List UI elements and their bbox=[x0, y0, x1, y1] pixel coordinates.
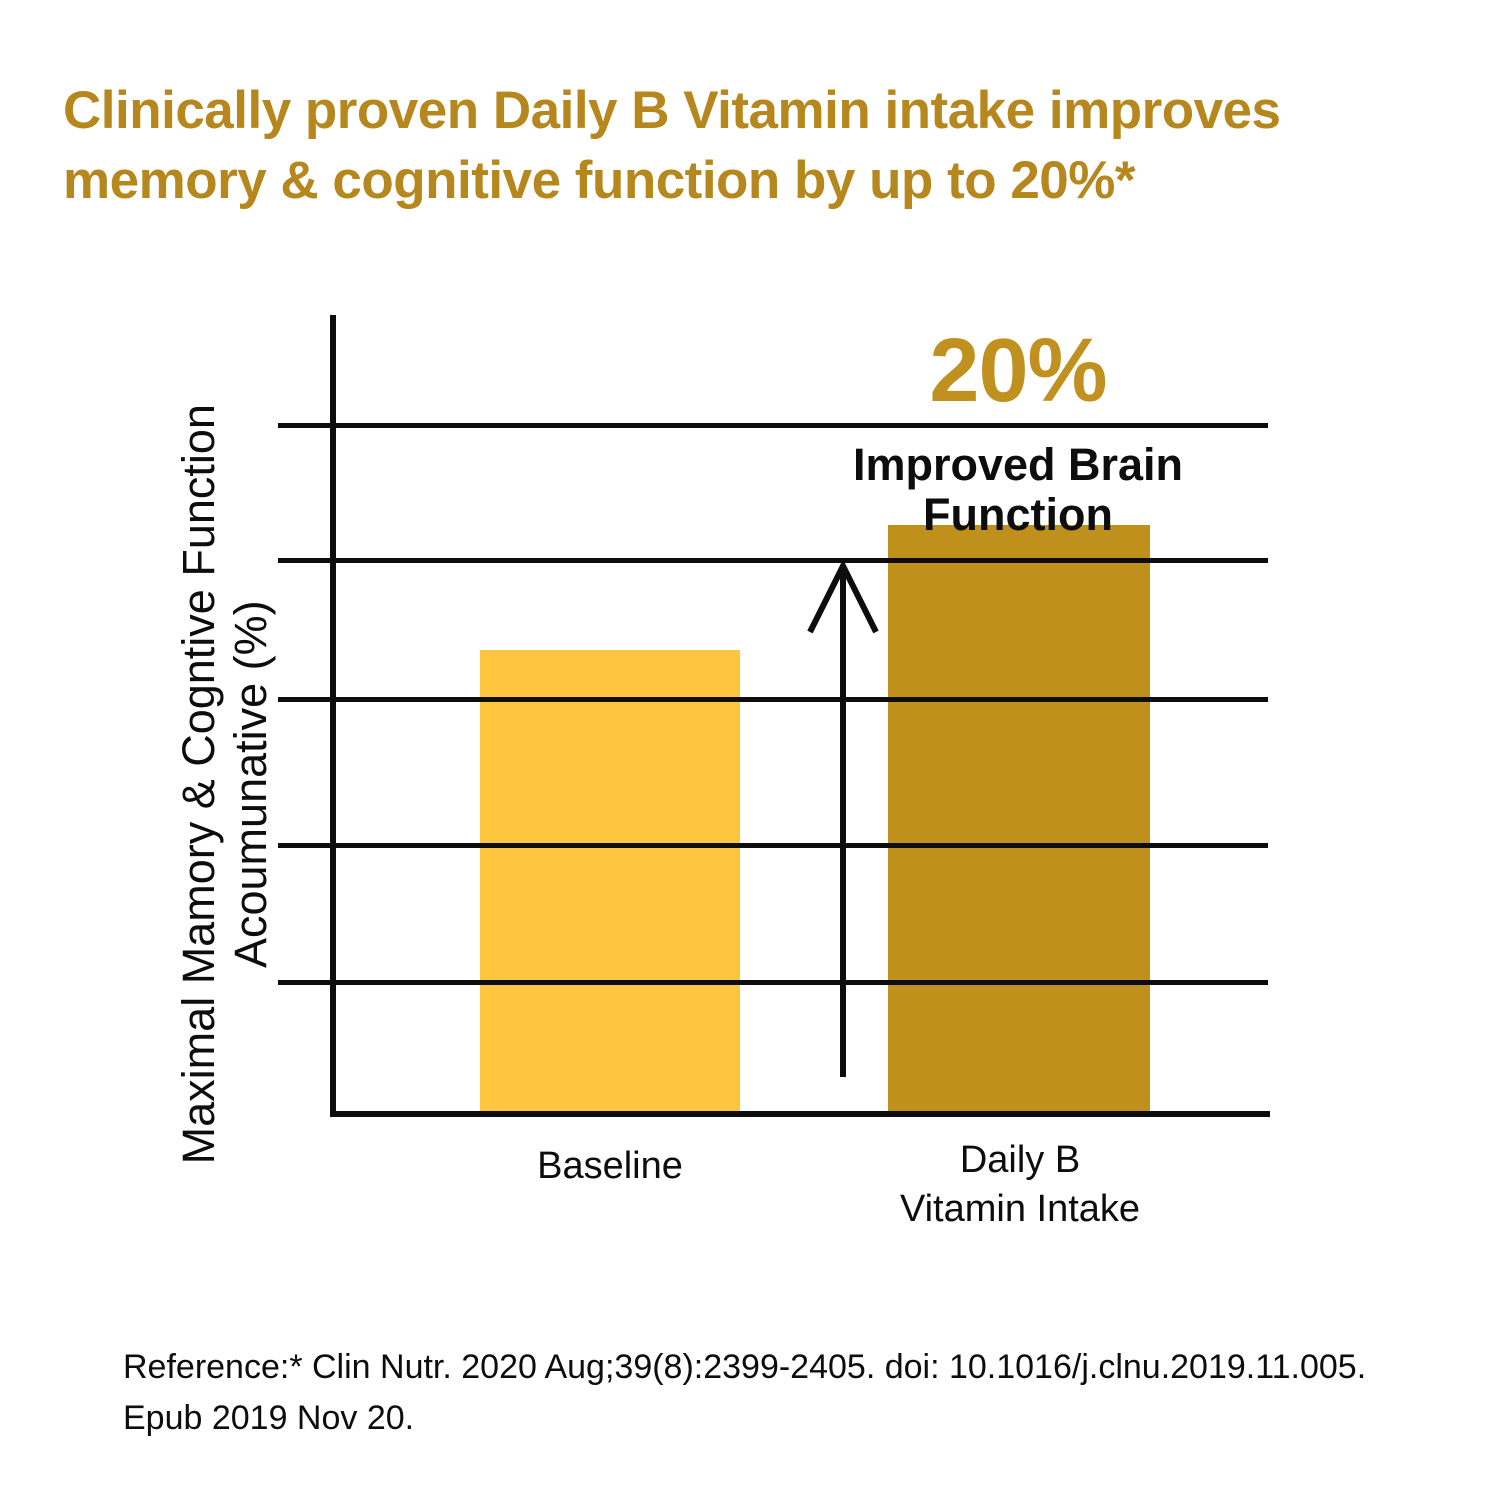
page-title-line2: memory & cognitive function by up to 20%… bbox=[63, 150, 1136, 210]
page-title-line1: Clinically proven Daily B Vitamin intake… bbox=[63, 81, 1281, 140]
percent-improvement-label: 20% bbox=[929, 321, 1107, 421]
bar-daily-b-vitamin bbox=[888, 525, 1150, 1112]
chart-area: 20% Improved Brain Function Baseline Dai… bbox=[0, 300, 1500, 1250]
reference-line2: Epub 2019 Nov 20. bbox=[123, 1399, 415, 1437]
annotation-line2: Function bbox=[923, 488, 1113, 540]
gridline-40 bbox=[278, 843, 1268, 848]
reference-note: Reference:* Clin Nutr. 2020 Aug;39(8):23… bbox=[123, 1342, 1443, 1444]
x-tick-daily-b-line2: Vitamin Intake bbox=[899, 1188, 1141, 1231]
y-axis-title-line2: Acoumunative (%) bbox=[225, 600, 276, 969]
gridline-60 bbox=[278, 697, 1268, 702]
gridline-100 bbox=[278, 423, 1268, 428]
x-tick-daily-b-line1: Daily B bbox=[959, 1139, 1081, 1181]
x-tick-label-baseline: Baseline bbox=[537, 1145, 683, 1187]
y-axis-title: Maximal Mamory & Cogntive Function Acoum… bbox=[173, 384, 277, 1184]
gridline-80 bbox=[278, 558, 1268, 563]
improved-brain-function-label: Improved Brain Function bbox=[838, 440, 1198, 539]
reference-line1: Reference:* Clin Nutr. 2020 Aug;39(8):23… bbox=[123, 1348, 1367, 1386]
increase-arrow-icon bbox=[807, 559, 879, 1077]
x-tick-label-daily-b: Daily B Vitamin Intake bbox=[855, 1136, 1185, 1235]
x-axis-line bbox=[330, 1111, 1270, 1117]
y-axis-line bbox=[330, 315, 336, 1115]
page-title: Clinically proven Daily B Vitamin intake… bbox=[63, 76, 1483, 216]
annotation-line1: Improved Brain bbox=[852, 439, 1184, 490]
bar-baseline bbox=[480, 650, 740, 1112]
gridline-20 bbox=[278, 980, 1268, 985]
y-axis-title-line1: Maximal Mamory & Cogntive Function bbox=[172, 404, 224, 1165]
